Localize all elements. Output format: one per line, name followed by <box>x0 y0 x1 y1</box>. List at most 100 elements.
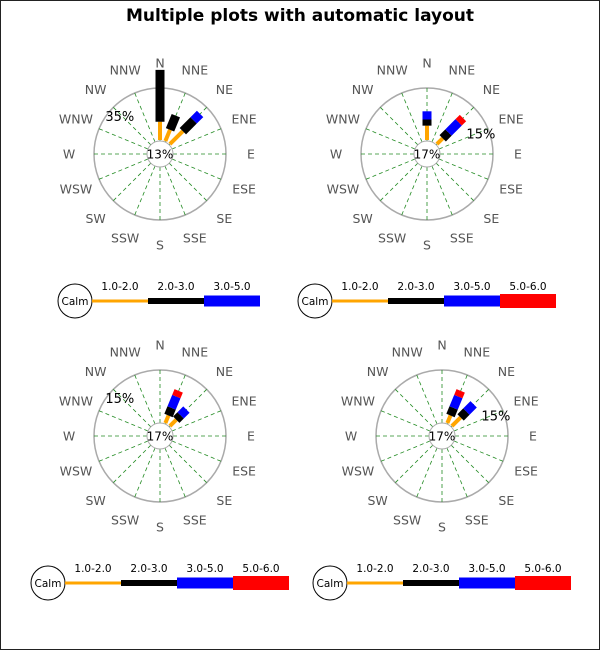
legend-swatch-5.0-6.0 <box>500 294 556 308</box>
legend-label-3.0-5.0: 3.0-5.0 <box>186 563 223 575</box>
direction-label-w: W <box>63 147 75 162</box>
bar-ne-3.0-5.0 <box>445 119 462 136</box>
spoke-ene <box>438 128 489 150</box>
spoke-nw <box>380 107 419 146</box>
legend-label-2.0-3.0: 2.0-3.0 <box>412 563 449 575</box>
direction-label-ese: ESE <box>232 181 256 196</box>
bar-ne-1.0-2.0 <box>435 136 445 146</box>
legend-label-3.0-5.0: 3.0-5.0 <box>453 281 490 293</box>
scale-label: 15% <box>481 409 510 424</box>
direction-label-sw: SW <box>86 211 106 226</box>
spoke-ssw <box>134 447 156 498</box>
direction-label-ese: ESE <box>232 463 256 478</box>
direction-label-nne: NNE <box>182 62 209 77</box>
legend-swatch-2.0-3.0 <box>403 580 459 586</box>
direction-label-n: N <box>155 56 164 71</box>
direction-label-ne: NE <box>216 82 233 97</box>
spoke-ssw <box>416 447 438 498</box>
direction-label-n: N <box>155 338 164 353</box>
direction-label-nw: NW <box>85 364 107 379</box>
legend-swatch-3.0-5.0 <box>177 577 233 589</box>
spoke-nnw <box>416 374 438 425</box>
direction-label-sw: SW <box>86 493 106 508</box>
legend-swatch-3.0-5.0 <box>444 295 500 307</box>
legend-swatch-5.0-6.0 <box>233 576 289 590</box>
direction-label-s: S <box>156 520 164 535</box>
calm-percent: 17% <box>429 430 456 444</box>
spoke-sse <box>164 165 186 216</box>
legend-swatch-1.0-2.0 <box>65 581 121 585</box>
direction-label-ssw: SSW <box>378 231 406 246</box>
direction-label-w: W <box>345 429 357 444</box>
spoke-wnw <box>380 410 431 432</box>
bar-ne-3.0-5.0 <box>190 110 204 124</box>
spoke-nw <box>395 389 434 428</box>
legend-label-3.0-5.0: 3.0-5.0 <box>213 281 250 293</box>
legend-label-1.0-2.0: 1.0-2.0 <box>74 563 111 575</box>
spoke-wsw <box>380 440 431 462</box>
legend: Calm 1.0-2.0 2.0-3.0 3.0-5.0 5.0-6.0 <box>312 563 571 601</box>
bar-nne-2.0-3.0 <box>164 406 176 418</box>
bar-ne-2.0-3.0 <box>439 129 452 142</box>
spoke-nnw <box>401 92 423 143</box>
spoke-nnw <box>134 374 156 425</box>
direction-label-ne: NE <box>498 364 515 379</box>
chart-title: Multiple plots with automatic layout <box>125 6 475 26</box>
legend-label-3.0-5.0: 3.0-5.0 <box>468 563 505 575</box>
direction-label-nne: NNE <box>464 344 491 359</box>
direction-label-ne: NE <box>216 364 233 379</box>
direction-label-se: SE <box>483 211 499 226</box>
legend-swatch-1.0-2.0 <box>347 581 403 585</box>
direction-label-ssw: SSW <box>111 231 139 246</box>
direction-label-s: S <box>156 238 164 253</box>
legend-label-1.0-2.0: 1.0-2.0 <box>356 563 393 575</box>
spoke-sw <box>113 444 152 483</box>
bar-nne-5.0-6.0 <box>454 389 465 399</box>
bar-ne-2.0-3.0 <box>457 408 470 421</box>
direction-label-w: W <box>330 147 342 162</box>
direction-label-e: E <box>247 147 255 162</box>
direction-label-ssw: SSW <box>393 513 421 528</box>
legend-swatch-2.0-3.0 <box>388 298 444 304</box>
spoke-se <box>435 162 474 201</box>
bar-nne-1.0-2.0 <box>163 414 171 424</box>
spoke-ene <box>171 410 222 432</box>
spoke-ese <box>171 158 222 180</box>
scale-label: 15% <box>105 392 134 407</box>
direction-label-wsw: WSW <box>60 181 93 196</box>
legend-swatch-1.0-2.0 <box>92 299 148 303</box>
direction-label-nnw: NNW <box>392 344 423 359</box>
spoke-sse <box>164 447 186 498</box>
direction-label-sse: SSE <box>450 231 474 246</box>
direction-label-nnw: NNW <box>110 344 141 359</box>
direction-label-sse: SSE <box>183 231 207 246</box>
spoke-nw <box>113 389 152 428</box>
direction-label-s: S <box>438 520 446 535</box>
legend-label-2.0-3.0: 2.0-3.0 <box>130 563 167 575</box>
spoke-nw <box>113 107 152 146</box>
bar-ne-1.0-2.0 <box>168 418 178 428</box>
direction-label-wnw: WNW <box>326 112 360 127</box>
spoke-sse <box>431 165 453 216</box>
bar-ne-2.0-3.0 <box>173 412 184 423</box>
direction-label-ese: ESE <box>514 463 538 478</box>
spoke-ese <box>171 440 222 462</box>
legend-label-1.0-2.0: 1.0-2.0 <box>341 281 378 293</box>
direction-label-wsw: WSW <box>60 463 93 478</box>
direction-label-ssw: SSW <box>111 513 139 528</box>
spoke-wsw <box>98 440 149 462</box>
direction-label-nw: NW <box>352 82 374 97</box>
direction-label-nne: NNE <box>449 62 476 77</box>
bar-ne-1.0-2.0 <box>168 129 185 146</box>
spoke-wnw <box>98 410 149 432</box>
legend-swatch-3.0-5.0 <box>204 295 260 307</box>
spoke-ese <box>438 158 489 180</box>
scale-label: 35% <box>105 110 134 125</box>
calm-circle <box>413 140 441 168</box>
spoke-se <box>168 444 207 483</box>
direction-label-e: E <box>247 429 255 444</box>
